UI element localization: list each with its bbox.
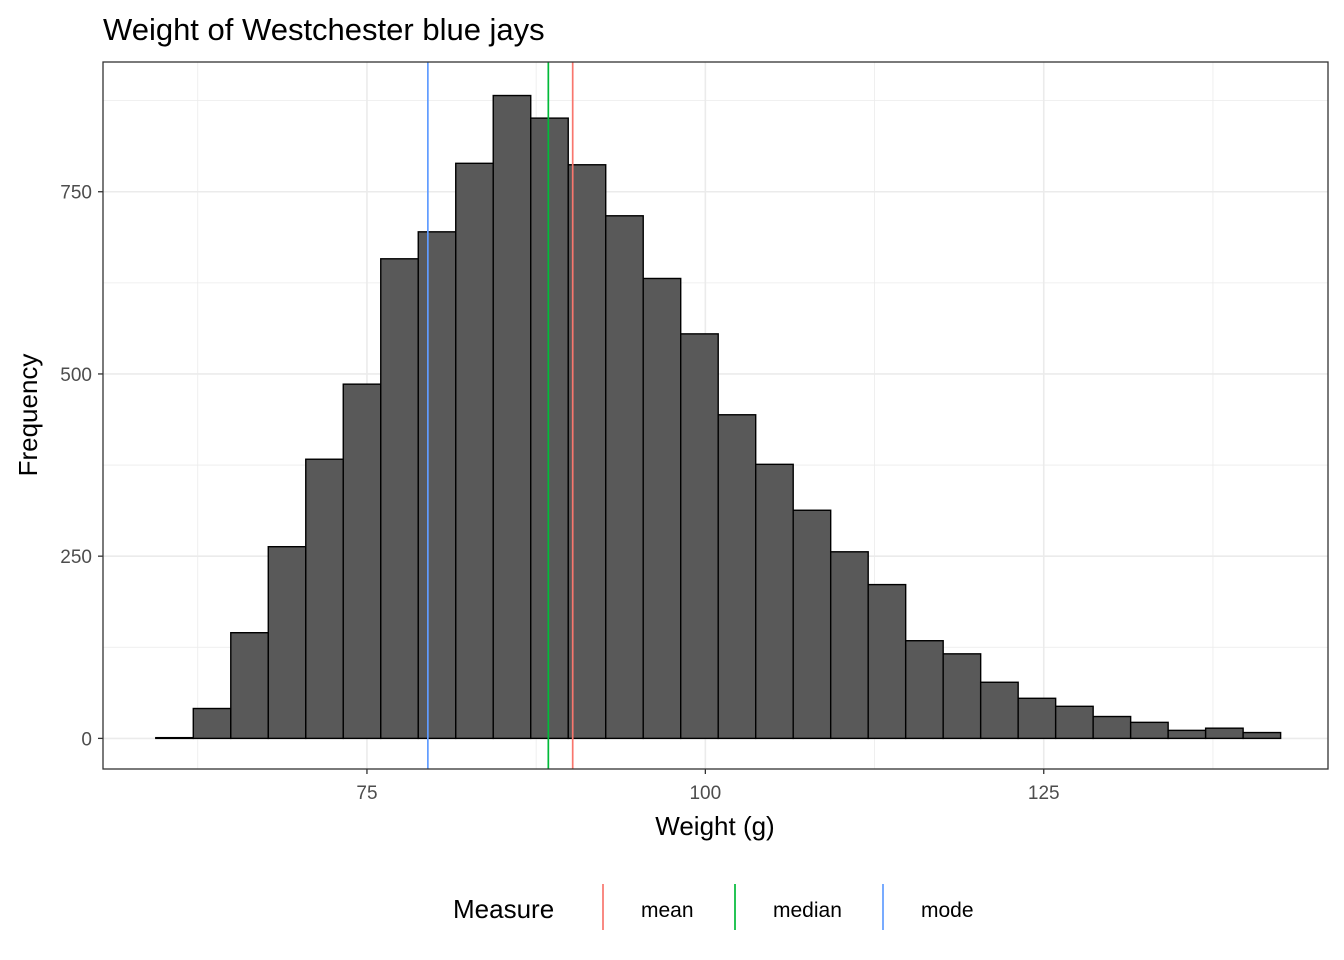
- y-axis-title: Frequency: [13, 354, 43, 477]
- histogram-bar: [230, 632, 269, 740]
- histogram-bar: [530, 117, 569, 740]
- histogram-bar: [867, 583, 907, 740]
- x-axis-ticks: 75 100 125: [356, 769, 1060, 804]
- x-tick-label: 100: [689, 783, 721, 804]
- histogram-bar: [904, 640, 944, 740]
- histogram-bar: [342, 383, 382, 740]
- histogram-bar: [192, 707, 232, 740]
- y-tick-label: 250: [60, 547, 92, 568]
- histogram-bar: [829, 551, 869, 740]
- histogram-bar: [605, 215, 644, 740]
- histogram-bar: [755, 463, 794, 740]
- legend-label-median: median: [773, 899, 842, 922]
- legend-label-mode: mode: [921, 899, 974, 922]
- histogram-bar: [979, 681, 1019, 740]
- histogram-bar: [305, 458, 344, 740]
- histogram-bar: [1204, 727, 1244, 740]
- histogram-bar: [1167, 729, 1207, 740]
- chart-title: Weight of Westchester blue jays: [103, 12, 545, 47]
- y-tick-label: 750: [60, 183, 92, 204]
- reference-lines: [427, 62, 574, 769]
- histogram-bar: [1242, 731, 1282, 740]
- histogram-bar: [1129, 721, 1169, 740]
- histogram-bars: [155, 94, 1282, 740]
- legend-items: mean median mode: [602, 884, 974, 930]
- histogram-bar: [1017, 697, 1057, 740]
- histogram-bar: [717, 414, 757, 740]
- histogram-bar: [792, 509, 832, 740]
- histogram-bar: [267, 545, 307, 740]
- x-axis-title: Weight (g): [655, 811, 774, 841]
- histogram-bar: [642, 277, 682, 740]
- histogram-bar: [155, 736, 194, 740]
- histogram-bar: [417, 231, 457, 740]
- y-tick-label: 500: [60, 365, 92, 386]
- legend: Measure mean median mode: [453, 884, 974, 930]
- legend-title: Measure: [453, 894, 554, 924]
- histogram-bar: [492, 94, 532, 740]
- histogram-bar: [567, 164, 607, 740]
- panel-border: [102, 61, 1329, 770]
- histogram-bar: [942, 653, 982, 740]
- x-tick-label: 125: [1028, 783, 1060, 804]
- histogram-bar: [1054, 705, 1094, 740]
- legend-label-mean: mean: [641, 899, 694, 922]
- y-tick-label: 0: [81, 729, 92, 750]
- y-axis-ticks: 0 250 500 750: [60, 183, 103, 750]
- histogram-bar: [455, 162, 494, 740]
- histogram-bar: [680, 333, 719, 740]
- histogram-bar: [1092, 715, 1132, 740]
- histogram-bar: [380, 258, 419, 740]
- x-tick-label: 75: [356, 783, 377, 804]
